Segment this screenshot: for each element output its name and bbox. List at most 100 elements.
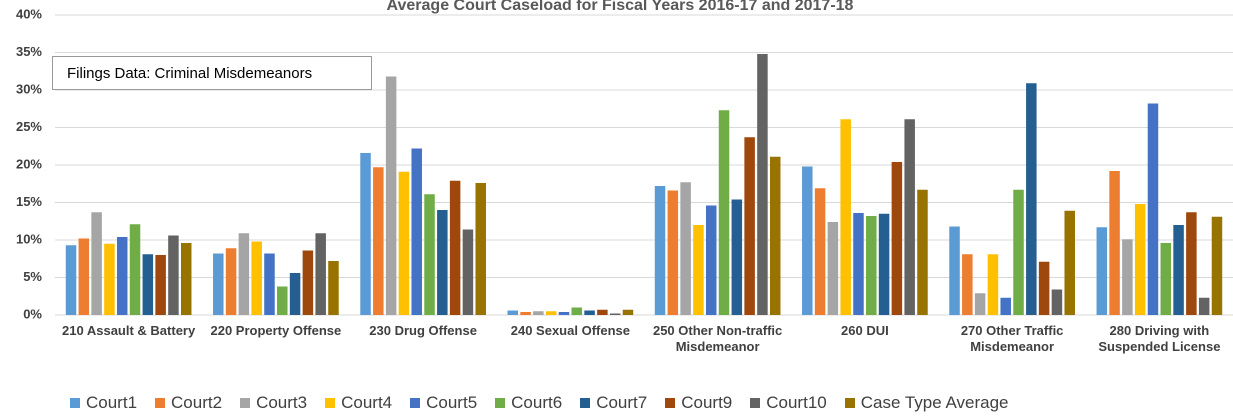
y-tick-label: 25% (16, 119, 42, 134)
bar (251, 241, 262, 315)
legend-item: Court10 (750, 393, 827, 413)
bar (891, 162, 903, 315)
annotation: Filings Data: Criminal Misdemeanors (52, 56, 372, 90)
legend-item: Court5 (410, 393, 477, 413)
legend-label: Court5 (426, 393, 478, 412)
legend-swatch (495, 398, 506, 408)
y-tick-label: 35% (16, 44, 42, 59)
bar (1109, 171, 1120, 315)
legend-label: Court2 (171, 393, 223, 412)
legend-item: Court2 (155, 393, 222, 413)
bar (917, 189, 928, 315)
bar (533, 311, 544, 315)
bar (1051, 289, 1063, 315)
bar (398, 171, 410, 315)
bar (853, 213, 864, 315)
bar (104, 243, 115, 315)
bar (987, 254, 999, 315)
legend-item: Court6 (495, 393, 562, 413)
y-tick-label: 15% (16, 194, 42, 209)
bar (238, 233, 250, 315)
bar (475, 183, 486, 315)
x-tick-label: 220 Property Offense (210, 323, 342, 338)
bar (289, 273, 301, 315)
legend-label: Court10 (766, 393, 827, 412)
bar (411, 148, 422, 315)
bar (584, 310, 595, 315)
bar (1096, 227, 1108, 315)
legend-label: Court1 (86, 393, 138, 412)
bar (962, 254, 973, 315)
bar (168, 235, 179, 315)
legend-swatch (325, 398, 336, 408)
bar (213, 253, 224, 315)
bar (974, 293, 986, 315)
grid (55, 14, 1233, 316)
bar (225, 248, 237, 315)
bar (878, 213, 890, 315)
legend-label: Case Type Average (860, 393, 1009, 412)
bar (1013, 189, 1024, 315)
bar (1000, 297, 1011, 315)
bar (731, 199, 743, 315)
legend-swatch (580, 398, 591, 408)
legend-item: Court1 (70, 393, 137, 413)
legend-label: Court3 (256, 393, 308, 412)
bar (904, 119, 915, 315)
legend-swatch (240, 398, 251, 408)
bar (680, 182, 691, 315)
legend-swatch (750, 398, 761, 408)
legend-swatch (155, 398, 166, 408)
bar (1186, 212, 1197, 315)
legend-item: Court9 (665, 393, 732, 413)
bar (802, 166, 813, 315)
bar (1026, 83, 1037, 315)
bar (693, 225, 704, 315)
bar (520, 312, 531, 315)
bar (769, 156, 781, 315)
bar (1173, 225, 1184, 315)
bar (180, 243, 192, 315)
legend-swatch (410, 398, 421, 408)
bar (705, 205, 717, 315)
bar (155, 255, 166, 315)
x-tick-label: 250 Other Non-traffic Misdemeanor (652, 323, 783, 354)
bar (507, 310, 519, 315)
legend-item: Court3 (240, 393, 307, 413)
legend-item: Case Type Average (844, 393, 1009, 413)
x-tick-label: 270 Other Traffic Misdemeanor (960, 323, 1064, 354)
bar (1211, 216, 1223, 315)
bar (545, 311, 557, 315)
x-tick-label: 260 DUI (841, 323, 889, 338)
chart-title: Average Court Caseload for Fiscal Years … (387, 0, 854, 14)
bar (328, 261, 339, 315)
x-tick-label: 210 Assault & Battery (62, 323, 196, 338)
bar (373, 167, 384, 315)
legend-swatch (844, 398, 855, 408)
bar (142, 254, 154, 315)
bar (667, 190, 679, 315)
bar (866, 216, 877, 315)
bar (654, 186, 666, 315)
bar (91, 212, 102, 315)
bar (558, 312, 570, 315)
x-tick-label: 240 Sexual Offense (510, 323, 630, 338)
bar (609, 313, 621, 315)
bar (360, 153, 371, 315)
y-tick-label: 10% (16, 231, 42, 246)
bar (744, 137, 755, 315)
legend: Court1 Court2 Court3 Court4 Court5 Court6 Cour… (70, 393, 1009, 413)
bar (437, 210, 448, 315)
legend-item: Court7 (580, 393, 647, 413)
bar (1160, 243, 1172, 315)
bar (571, 307, 583, 315)
bar (1198, 297, 1210, 315)
bar (840, 119, 851, 315)
legend-swatch (665, 398, 676, 408)
legend-item: Court4 (325, 393, 392, 413)
bar (264, 253, 275, 315)
bar (462, 229, 474, 315)
bar (78, 238, 90, 315)
